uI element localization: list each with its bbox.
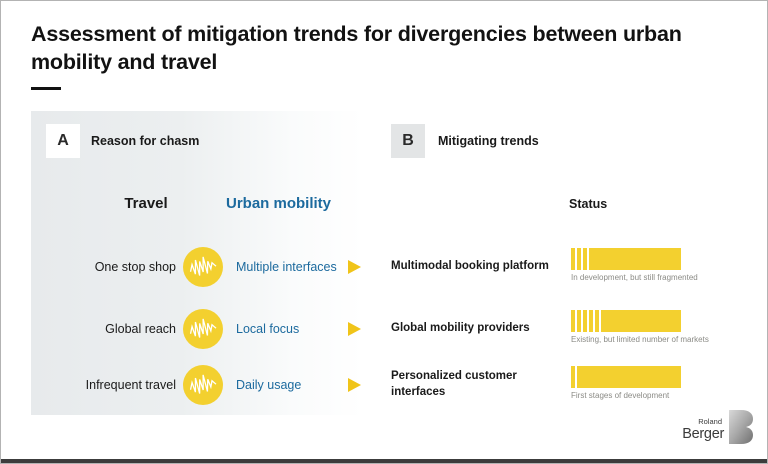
status-segment [577,310,583,332]
mitigating-trend-label: Multimodal booking platform [391,260,549,273]
title-underline [31,87,61,90]
mitigating-trend-label: Global mobility providers [391,322,530,335]
column-header-status: Status [569,197,608,211]
rb-logo-mark [729,410,753,449]
arrow-right-icon [348,378,361,392]
status-caption: First stages of development [571,391,670,400]
chasm-zigzag-icon [183,309,223,349]
mitigating-trend-label: Personalized customer interfaces [391,370,517,398]
status-block: Existing, but limited number of markets [571,310,709,344]
status-segment [583,248,589,270]
status-block: First stages of development [571,366,701,400]
logo-line2: Berger [682,425,724,442]
urban-mobility-reason-label: Daily usage [236,378,302,392]
page-title: Assessment of mitigation trends for dive… [31,22,682,74]
status-segment [595,310,601,332]
status-segment [571,310,577,332]
status-segment [589,310,595,332]
status-segment [571,248,577,270]
logo-line1: Roland [698,417,722,426]
status-caption: In development, but still fragmented [571,273,698,282]
column-header-urban-mobility: Urban mobility [226,195,332,212]
table-row: Infrequent travel Daily usage Personaliz… [1,364,767,406]
section-a-label: Reason for chasm [91,134,200,148]
column-header-travel: Travel [124,195,168,212]
section-b-badge: B [391,124,425,158]
status-bar [571,248,681,270]
section-a-badge: A [46,124,80,158]
travel-reason-label: Infrequent travel [85,378,176,392]
status-block: In development, but still fragmented [571,248,701,282]
table-row: Global reach Local focus Global mobility… [1,308,767,350]
arrow-right-icon [348,322,361,336]
section-b-label: Mitigating trends [438,134,539,148]
status-segment [571,366,577,388]
chasm-zigzag-icon [183,365,223,405]
status-segment [583,310,589,332]
urban-mobility-reason-label: Local focus [236,322,300,336]
table-row: One stop shop Multiple interfaces Multim… [1,246,767,288]
status-caption: Existing, but limited number of markets [571,335,709,344]
chasm-zigzag-icon [183,247,223,287]
logo-text: Roland Berger [682,418,724,441]
roland-berger-logo: Roland Berger [682,410,753,449]
urban-mobility-reason-label: Multiple interfaces [236,260,337,274]
travel-reason-label: One stop shop [94,260,176,274]
status-segment [577,248,583,270]
status-bar [571,366,681,388]
status-bar [571,310,681,332]
travel-reason-label: Global reach [105,322,176,336]
arrow-right-icon [348,260,361,274]
bottom-bar [1,459,767,463]
